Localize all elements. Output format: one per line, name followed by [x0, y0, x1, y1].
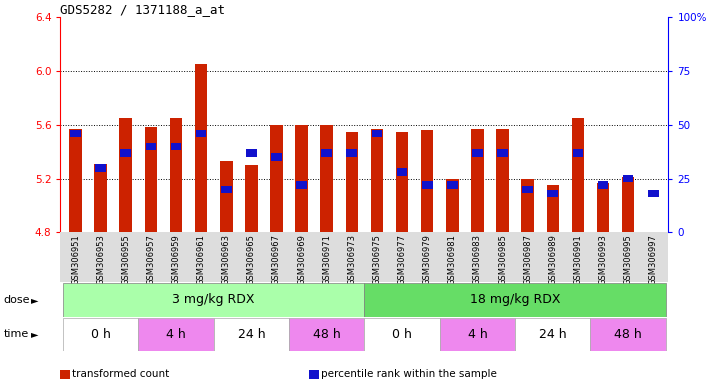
Bar: [321, 149, 332, 157]
Text: GSM306969: GSM306969: [297, 234, 306, 285]
Text: GSM306957: GSM306957: [146, 234, 156, 285]
Bar: [372, 130, 383, 137]
Bar: [346, 132, 358, 232]
Bar: [146, 142, 156, 150]
Bar: [496, 129, 509, 232]
Bar: [364, 318, 439, 351]
Bar: [648, 190, 658, 197]
Text: GSM306977: GSM306977: [397, 234, 407, 285]
Text: GSM306959: GSM306959: [171, 234, 181, 285]
Text: GSM306967: GSM306967: [272, 234, 281, 285]
Text: GSM306971: GSM306971: [322, 234, 331, 285]
Bar: [95, 164, 107, 232]
Text: GSM306985: GSM306985: [498, 234, 507, 285]
Text: GSM306983: GSM306983: [473, 234, 482, 285]
Text: 4 h: 4 h: [468, 328, 487, 341]
Bar: [271, 153, 282, 161]
Bar: [70, 130, 81, 137]
Bar: [364, 283, 665, 317]
Text: 24 h: 24 h: [237, 328, 265, 341]
Bar: [95, 164, 106, 172]
Text: GSM306995: GSM306995: [624, 234, 633, 285]
Text: GSM306961: GSM306961: [197, 234, 205, 285]
Text: 18 mg/kg RDX: 18 mg/kg RDX: [470, 293, 560, 306]
Text: 4 h: 4 h: [166, 328, 186, 341]
Bar: [590, 318, 665, 351]
Text: GSM306981: GSM306981: [448, 234, 456, 285]
Bar: [471, 129, 483, 232]
Bar: [523, 185, 533, 193]
Bar: [321, 125, 333, 232]
Bar: [370, 129, 383, 232]
Text: GSM306979: GSM306979: [422, 234, 432, 285]
Bar: [170, 118, 182, 232]
Text: ►: ►: [31, 295, 38, 305]
Text: 3 mg/kg RDX: 3 mg/kg RDX: [172, 293, 255, 306]
Text: GSM306963: GSM306963: [222, 234, 231, 285]
Text: GSM306955: GSM306955: [122, 234, 130, 285]
Text: GSM306991: GSM306991: [573, 234, 582, 285]
Bar: [220, 161, 232, 232]
Bar: [572, 149, 583, 157]
Bar: [396, 132, 408, 232]
Bar: [214, 318, 289, 351]
Bar: [598, 181, 609, 189]
Bar: [120, 149, 131, 157]
Text: GSM306989: GSM306989: [548, 234, 557, 285]
Bar: [439, 318, 515, 351]
Bar: [346, 149, 357, 157]
Bar: [245, 165, 257, 232]
Bar: [144, 127, 157, 232]
Text: GSM306951: GSM306951: [71, 234, 80, 285]
Text: 0 h: 0 h: [392, 328, 412, 341]
Text: GSM306965: GSM306965: [247, 234, 256, 285]
Text: GSM306987: GSM306987: [523, 234, 532, 285]
Bar: [289, 318, 364, 351]
Text: time: time: [4, 329, 29, 339]
Bar: [246, 149, 257, 157]
Bar: [139, 318, 214, 351]
Text: GSM306973: GSM306973: [348, 234, 356, 285]
Bar: [447, 181, 458, 189]
Bar: [515, 318, 590, 351]
Bar: [119, 118, 132, 232]
Text: 0 h: 0 h: [91, 328, 111, 341]
Text: 48 h: 48 h: [614, 328, 642, 341]
Bar: [472, 149, 483, 157]
Text: 48 h: 48 h: [313, 328, 341, 341]
Text: GDS5282 / 1371188_a_at: GDS5282 / 1371188_a_at: [60, 3, 225, 16]
Bar: [196, 130, 206, 137]
Bar: [622, 177, 634, 232]
Text: percentile rank within the sample: percentile rank within the sample: [321, 369, 496, 379]
Bar: [521, 179, 534, 232]
Bar: [597, 183, 609, 232]
Bar: [397, 168, 407, 176]
Text: transformed count: transformed count: [72, 369, 169, 379]
Bar: [221, 185, 232, 193]
Bar: [547, 185, 559, 232]
Bar: [446, 179, 459, 232]
Bar: [69, 129, 82, 232]
Bar: [296, 181, 307, 189]
Bar: [270, 125, 283, 232]
Text: 24 h: 24 h: [539, 328, 567, 341]
Text: dose: dose: [4, 295, 30, 305]
Bar: [572, 118, 584, 232]
Bar: [547, 190, 558, 197]
Bar: [295, 125, 308, 232]
Bar: [171, 142, 181, 150]
Bar: [497, 149, 508, 157]
Bar: [422, 181, 432, 189]
Text: ►: ►: [31, 329, 38, 339]
Bar: [195, 65, 208, 232]
Text: GSM306997: GSM306997: [648, 234, 658, 285]
Text: GSM306953: GSM306953: [96, 234, 105, 285]
Bar: [421, 130, 434, 232]
Bar: [623, 175, 634, 182]
Bar: [63, 283, 364, 317]
Text: GSM306993: GSM306993: [599, 234, 607, 285]
Text: GSM306975: GSM306975: [373, 234, 381, 285]
Bar: [63, 318, 139, 351]
